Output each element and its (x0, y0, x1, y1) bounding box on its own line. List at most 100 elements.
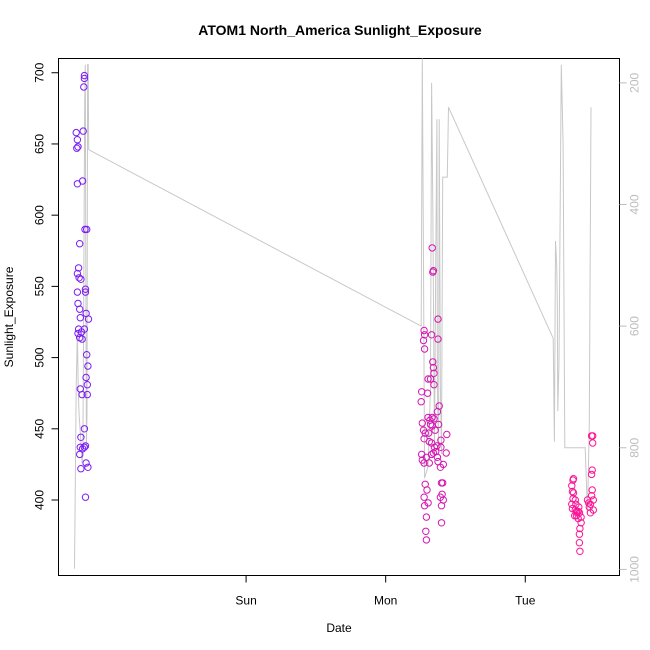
data-point (575, 503, 583, 511)
data-point (589, 506, 597, 514)
data-point (420, 331, 429, 339)
data-point (422, 513, 431, 521)
data-point (80, 443, 89, 451)
data-point (439, 460, 447, 469)
data-point (431, 426, 439, 434)
data-point (420, 502, 429, 510)
data-point (439, 479, 447, 487)
data-point (433, 453, 442, 461)
data-point (72, 128, 80, 137)
data-point (420, 345, 429, 353)
y-tick-label-left: 450 (33, 418, 47, 438)
data-point (74, 329, 82, 338)
data-point (422, 536, 431, 544)
data-point (73, 269, 82, 278)
data-point (577, 513, 585, 521)
data-point (84, 362, 92, 370)
data-point (73, 144, 81, 152)
data-point (426, 420, 435, 429)
data-point (420, 459, 428, 467)
x-axis-label: Date (326, 621, 352, 635)
data-point (587, 432, 596, 440)
data-point (78, 390, 86, 399)
data-point (76, 450, 84, 459)
chart-title: ATOM1 North_America Sunlight_Exposure (198, 22, 482, 38)
data-point (425, 429, 433, 437)
data-point (429, 363, 438, 372)
data-point (81, 493, 90, 501)
data-point (79, 127, 87, 135)
data-point (437, 519, 446, 527)
data-point (569, 489, 578, 497)
data-point (568, 482, 576, 490)
data-point (73, 136, 82, 144)
data-point (575, 509, 584, 517)
data-point (574, 507, 582, 516)
y-axis-left: 400 450 500 550 600 650 700 (33, 62, 59, 510)
data-point (421, 429, 429, 437)
y-tick-label-left: 600 (33, 205, 47, 225)
data-point (78, 177, 87, 185)
data-point (435, 402, 443, 410)
data-point (589, 439, 597, 447)
data-point (77, 465, 85, 473)
data-point (429, 358, 437, 366)
data-point (434, 335, 442, 343)
data-point (84, 463, 92, 471)
y-tick-label-right: 1000 (628, 556, 642, 583)
y-tick-label-left: 400 (33, 490, 47, 510)
data-point (427, 331, 436, 339)
data-point (428, 413, 436, 422)
data-point (77, 433, 85, 441)
data-point (417, 398, 425, 406)
data-point (81, 442, 90, 450)
y-tick-label-left: 500 (33, 347, 47, 367)
data-point (76, 305, 84, 313)
x-tick-label: Tue (515, 594, 536, 608)
sunlight-line-series (74, 58, 592, 569)
data-point (424, 375, 432, 383)
y-tick-label-left: 700 (33, 62, 47, 82)
data-point (419, 336, 428, 345)
data-point (434, 315, 442, 323)
data-point (83, 390, 92, 399)
data-point (84, 315, 93, 323)
data-point (443, 430, 451, 439)
data-point (430, 415, 438, 423)
data-point (589, 496, 597, 504)
data-point (81, 285, 90, 293)
y-tick-label-right: 800 (628, 437, 642, 457)
data-point (78, 335, 86, 343)
data-point (420, 326, 428, 335)
data-point (74, 264, 83, 272)
data-point (77, 275, 85, 283)
data-point (430, 381, 438, 389)
data-point (80, 325, 89, 333)
data-point (587, 492, 596, 500)
data-point (587, 470, 596, 479)
data-point (428, 244, 436, 252)
data-point (420, 493, 428, 501)
data-point (83, 225, 91, 234)
data-point (575, 530, 584, 538)
data-point (426, 375, 435, 383)
data-point (442, 449, 450, 457)
data-point (423, 389, 432, 397)
data-point (75, 274, 83, 282)
data-point (83, 351, 91, 359)
data-point (437, 443, 445, 451)
data-point (418, 419, 426, 427)
data-point (422, 527, 430, 535)
y-tick-label-right: 200 (628, 72, 642, 92)
data-point (437, 436, 445, 444)
y-tick-label-right: 600 (628, 316, 642, 336)
data-point (76, 240, 84, 248)
data-point (575, 539, 584, 547)
data-point (80, 83, 88, 91)
data-point (430, 369, 438, 377)
data-point (588, 466, 596, 474)
data-point (576, 547, 584, 555)
data-point (439, 496, 447, 504)
data-point (429, 268, 437, 276)
